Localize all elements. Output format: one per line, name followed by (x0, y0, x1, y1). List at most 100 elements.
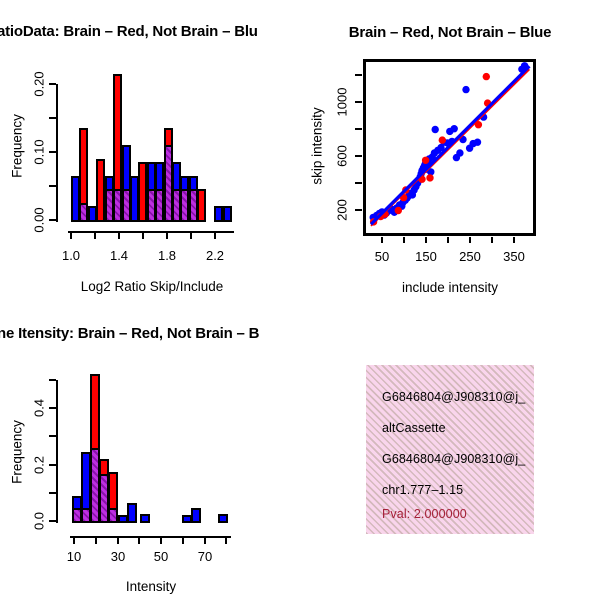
y-axis-tick (355, 182, 362, 184)
x-axis-tick (204, 538, 206, 544)
info-line-event-type: altCassette (382, 421, 446, 435)
scatter-point-red (394, 206, 402, 215)
x-axis-tick (214, 233, 216, 239)
x-axis-tick (70, 233, 72, 239)
x-axis-tick (381, 237, 383, 243)
x-axis-tick (491, 237, 493, 243)
y-axis-tick (355, 209, 362, 211)
y-axis-tick (355, 155, 362, 157)
histogram-bar-blue (218, 514, 228, 523)
gene-intensity-x-axis-label: Intensity (125, 579, 177, 594)
x-axis-tick (447, 237, 449, 243)
y-tick-label: 0.0 (31, 511, 47, 531)
y-axis-tick (49, 520, 56, 522)
histogram-bar-red (108, 472, 118, 510)
x-axis-tick (469, 237, 471, 243)
x-tick-label: 70 (197, 549, 213, 564)
scatter-point-red (482, 72, 490, 81)
gene-intensity-title: ne Itensity: Brain – Red, Not Brain – B (0, 325, 260, 342)
y-tick-label: 600 (334, 145, 350, 167)
x-axis-tick (166, 233, 168, 239)
info-box: G6846804@J908310@j_ altCassette G6846804… (366, 365, 534, 534)
x-axis-tick (425, 237, 427, 243)
info-line-probe-id-2: G6846804@J908310@j_ (382, 452, 526, 466)
y-axis-tick (49, 492, 56, 494)
histogram-bar-overlap (79, 203, 88, 222)
x-tick-label: 1.8 (157, 248, 177, 263)
y-axis-tick (49, 379, 56, 381)
histogram-bar-overlap (108, 508, 118, 523)
x-axis-tick (160, 538, 162, 544)
histogram-bar-blue (140, 514, 150, 523)
y-axis-tick (355, 101, 362, 103)
y-tick-label: 200 (334, 199, 350, 221)
x-tick-label: 250 (459, 249, 481, 264)
x-axis-tick (95, 538, 97, 544)
histogram-bar-blue (214, 206, 223, 222)
x-axis-tick (403, 237, 405, 243)
y-tick-label: 0.20 (31, 71, 47, 97)
y-axis-tick (49, 435, 56, 437)
y-axis-tick (49, 117, 56, 119)
gene-intensity-y-axis-label: Frequency (9, 420, 25, 484)
y-tick-label: 0.10 (31, 139, 47, 165)
scatter-point-red (438, 136, 446, 144)
y-axis-line (56, 84, 58, 222)
scatter-point-blue (462, 85, 470, 94)
x-axis-tick (94, 233, 96, 239)
x-axis-tick (182, 538, 184, 544)
scatter-point-blue (450, 125, 458, 133)
histogram-bar-red (197, 189, 206, 222)
x-tick-label: 30 (110, 549, 126, 564)
info-line-probe-id: G6846804@J908310@j_ (382, 390, 526, 404)
histogram-bar-blue (155, 162, 164, 191)
x-tick-label: 50 (374, 249, 390, 264)
y-axis-tick (355, 74, 362, 76)
histogram-bar-red (79, 128, 88, 205)
x-axis-tick (513, 237, 515, 243)
x-tick-label: 1.0 (61, 248, 81, 263)
x-axis-tick (117, 538, 119, 544)
scatter-point-blue (456, 149, 464, 157)
y-axis-tick (49, 464, 56, 466)
x-axis-line (68, 231, 234, 233)
fit-line-blue (369, 65, 531, 226)
y-axis-tick (49, 219, 56, 221)
histogram-bar-blue (127, 503, 137, 523)
x-tick-label: 350 (503, 249, 525, 264)
info-line-location: chr1.777–1.15 (382, 483, 464, 497)
x-axis-tick (142, 233, 144, 239)
y-tick-label: 0.4 (31, 398, 47, 418)
ratio-histogram-title: atioData: Brain – Red, Not Brain – Blu (0, 23, 258, 40)
y-axis-tick (49, 407, 56, 409)
scatter-x-axis-label: include intensity (401, 280, 499, 295)
x-axis-tick (138, 538, 140, 544)
histogram-bar-red (113, 74, 122, 191)
ratio-histogram-y-axis-label: Frequency (9, 114, 25, 178)
scatter-point-red (421, 156, 430, 164)
histogram-bar-red (90, 374, 100, 450)
histogram-bar-blue (223, 206, 232, 222)
histogram-bar-red (96, 159, 105, 222)
x-tick-label: 50 (153, 549, 169, 564)
scatter-point-blue (473, 138, 482, 146)
scatter-point-red (426, 174, 434, 182)
scatter-canvas (369, 62, 531, 227)
x-tick-label: 2.2 (205, 248, 225, 263)
histogram-bar-overlap (113, 189, 122, 222)
x-tick-label: 1.4 (109, 248, 129, 263)
x-axis-tick (73, 538, 75, 544)
histogram-bar-blue (191, 508, 201, 523)
ratio-histogram-x-axis-label: Log2 Ratio Skip/Include (80, 279, 224, 294)
x-axis-tick (225, 538, 227, 544)
histogram-bar-overlap (180, 189, 189, 222)
y-axis-tick (49, 83, 56, 85)
scatter-y-axis-label: skip intensity (309, 107, 325, 185)
y-axis-line (56, 380, 58, 523)
scatter-point-red (474, 121, 483, 129)
x-axis-tick (190, 233, 192, 239)
x-tick-label: 10 (66, 549, 82, 564)
histogram-bar-overlap (155, 189, 164, 222)
histogram-bar-red (138, 162, 147, 222)
